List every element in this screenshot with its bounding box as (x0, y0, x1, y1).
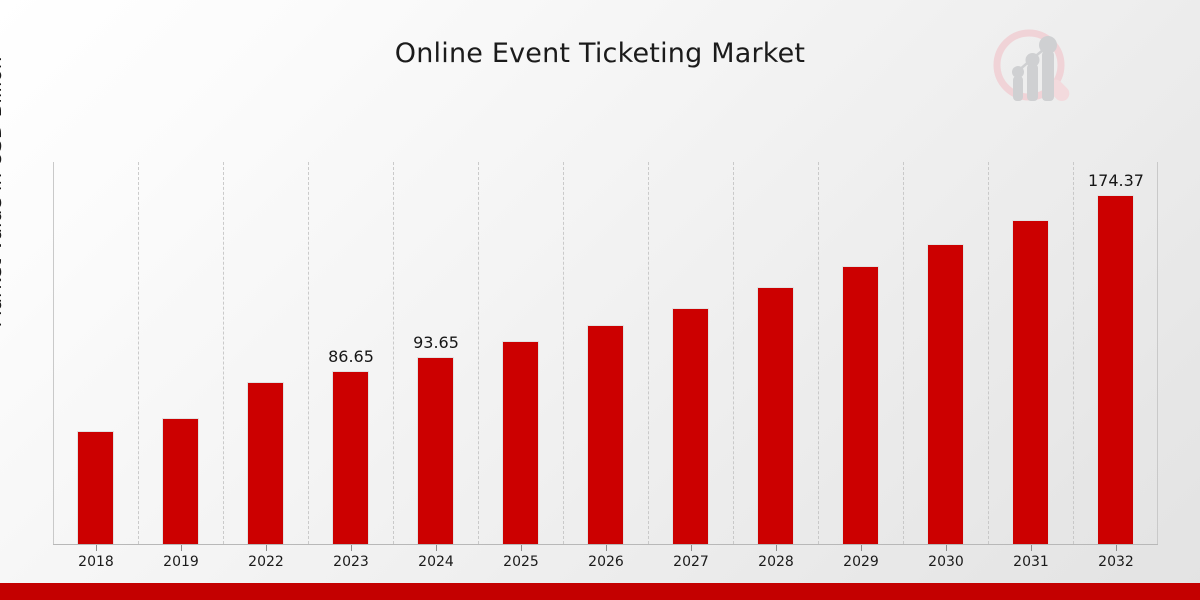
gridline (223, 162, 224, 544)
plot-area (53, 162, 1158, 544)
x-tick-label-2023: 2023 (333, 554, 369, 570)
gridline (393, 162, 394, 544)
x-tick-label-2029: 2029 (843, 554, 879, 570)
bar-2029[interactable] (842, 266, 879, 544)
bar-2030[interactable] (927, 244, 964, 544)
x-tick-label-2028: 2028 (758, 554, 794, 570)
bar-2018[interactable] (77, 431, 114, 544)
x-tick-label-2032: 2032 (1098, 554, 1134, 570)
x-axis-line (53, 544, 1158, 545)
bar-2019[interactable] (162, 418, 199, 544)
gridline (818, 162, 819, 544)
x-tick-2024 (436, 545, 437, 551)
x-tick-2031 (1031, 545, 1032, 551)
x-tick-label-2019: 2019 (163, 554, 199, 570)
x-tick-label-2026: 2026 (588, 554, 624, 570)
bar-value-label-2024: 93.65 (413, 333, 459, 352)
x-tick-2028 (776, 545, 777, 551)
bar-2025[interactable] (502, 341, 539, 544)
bar-2023[interactable] (332, 371, 369, 544)
x-tick-label-2025: 2025 (503, 554, 539, 570)
footer-strip (0, 583, 1200, 600)
bar-2032[interactable] (1097, 195, 1134, 544)
x-tick-label-2018: 2018 (78, 554, 114, 570)
x-tick-2027 (691, 545, 692, 551)
gridline (478, 162, 479, 544)
bar-2024[interactable] (417, 357, 454, 544)
x-tick-label-2024: 2024 (418, 554, 454, 570)
gridline (733, 162, 734, 544)
bar-2031[interactable] (1012, 220, 1049, 544)
x-tick-2026 (606, 545, 607, 551)
x-tick-2025 (521, 545, 522, 551)
gridline (988, 162, 989, 544)
x-tick-2032 (1116, 545, 1117, 551)
page-title: Online Event Ticketing Market (394, 38, 806, 69)
bar-value-label-2023: 86.65 (328, 347, 374, 366)
x-tick-2029 (861, 545, 862, 551)
bar-2026[interactable] (587, 325, 624, 544)
gridline (903, 162, 904, 544)
x-tick-label-2022: 2022 (248, 554, 284, 570)
bar-2028[interactable] (757, 287, 794, 544)
bar-2022[interactable] (247, 382, 284, 544)
x-tick-label-2031: 2031 (1013, 554, 1049, 570)
x-tick-label-2027: 2027 (673, 554, 709, 570)
gridline (1073, 162, 1074, 544)
plot-left-edge (53, 162, 54, 544)
gridline (308, 162, 309, 544)
plot-right-edge (1157, 162, 1158, 544)
x-tick-2022 (266, 545, 267, 551)
x-tick-2018 (96, 545, 97, 551)
x-tick-2023 (351, 545, 352, 551)
bar-2027[interactable] (672, 308, 709, 544)
gridline (563, 162, 564, 544)
x-tick-2019 (181, 545, 182, 551)
gridline (138, 162, 139, 544)
y-axis-title: Market Value in USD Billion (0, 56, 6, 328)
bar-value-label-2032: 174.37 (1088, 171, 1144, 190)
x-tick-2030 (946, 545, 947, 551)
gridline (648, 162, 649, 544)
x-tick-label-2030: 2030 (928, 554, 964, 570)
